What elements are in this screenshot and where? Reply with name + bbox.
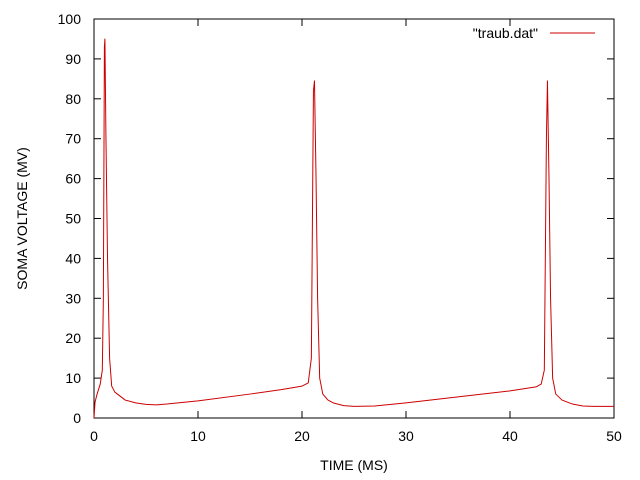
y-tick-label-10: 10 (65, 370, 81, 386)
plot-frame (93, 18, 615, 419)
y-tick-label-50: 50 (65, 211, 81, 227)
ticks-layer: 0 10 20 30 40 50 0 10 20 30 40 50 60 70 80 90 100 (58, 11, 622, 444)
x-tick-label-40: 40 (502, 428, 518, 444)
x-tick-label-20: 20 (294, 428, 310, 444)
legend: "traub.dat" (473, 25, 595, 41)
y-tick-label-60: 60 (65, 171, 81, 187)
y-tick-label-70: 70 (65, 131, 81, 147)
legend-label: "traub.dat" (473, 25, 538, 41)
y-tick-label-30: 30 (65, 290, 81, 306)
y-tick-label-80: 80 (65, 91, 81, 107)
x-tick-label-10: 10 (190, 428, 206, 444)
y-tick-label-20: 20 (65, 330, 81, 346)
series-line-0 (93, 38, 614, 419)
y-tick-label-40: 40 (65, 250, 81, 266)
x-tick-label-50: 50 (606, 428, 622, 444)
x-tick-label-30: 30 (398, 428, 414, 444)
y-tick-label-100: 100 (58, 11, 82, 27)
x-tick-label-0: 0 (90, 428, 98, 444)
series-layer (93, 38, 614, 419)
x-axis-label: TIME (MS) (320, 457, 388, 473)
y-tick-label-0: 0 (73, 410, 81, 426)
y-tick-label-90: 90 (65, 51, 81, 67)
y-axis-label: SOMA VOLTAGE (MV) (14, 147, 30, 290)
